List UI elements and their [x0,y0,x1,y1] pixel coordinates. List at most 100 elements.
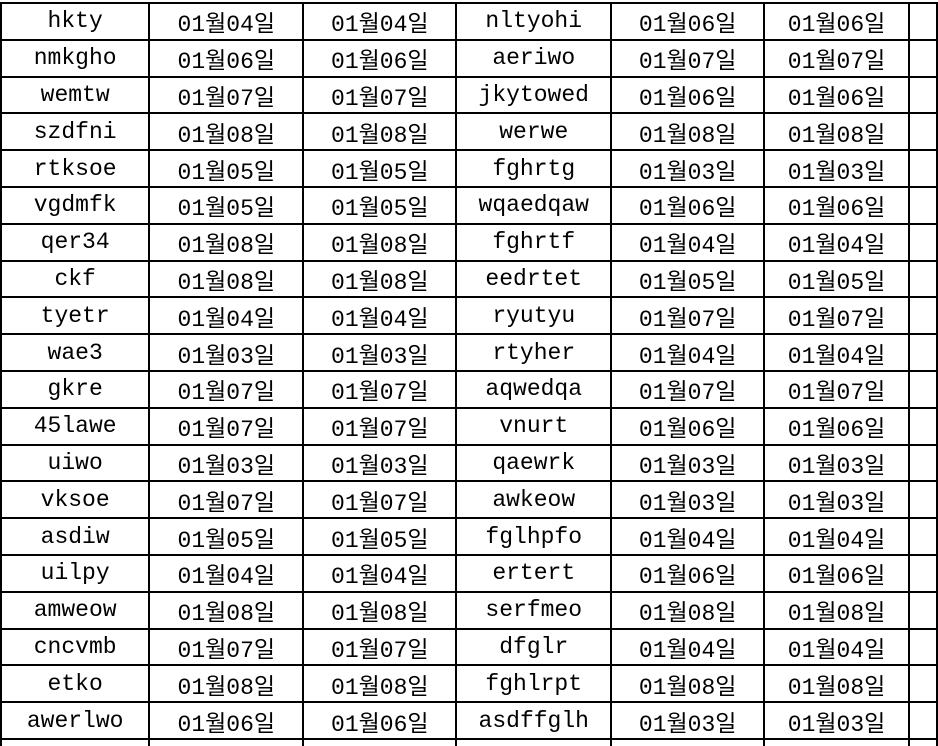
table-cell-date-right-2[interactable]: 01월08일 [763,664,910,704]
table-cell-date-left-2[interactable]: 01월07일 [302,480,458,520]
table-cell-name-left[interactable]: hkty [0,2,151,41]
table-cell-date-left-1[interactable]: 01월08일 [148,222,305,262]
table-cell-name-left[interactable]: asdiw [0,517,151,556]
table-cell-date-left-2[interactable]: 01월05일 [302,149,458,188]
table-cell-name-right[interactable]: nltyohi [455,2,613,41]
table-cell-date-left-1[interactable]: 01월04일 [148,296,305,336]
table-cell-date-left-2[interactable]: 01월07일 [302,369,458,409]
table-cell-name-left[interactable]: wae3 [0,333,151,372]
table-cell-date-right-2[interactable]: 01월03일 [763,149,910,188]
table-cell-date-left-1[interactable]: 01월07일 [148,480,305,520]
table-cell-date-left-1[interactable]: 01월08일 [148,664,305,704]
table-cell-edge-clipped[interactable] [907,259,938,299]
table-cell-date-left-1[interactable]: 01월06일 [148,701,305,740]
table-cell-date-left-1[interactable]: 01월05일 [148,517,305,556]
table-cell-name-left[interactable]: nmkgho [0,38,151,78]
table-cell-edge-clipped[interactable] [907,553,938,593]
table-cell-edge-clipped[interactable] [907,112,938,152]
table-cell-date-right-2[interactable]: 01월06일 [763,185,910,225]
table-cell-name-right[interactable]: wqaedqaw [455,185,613,225]
table-cell-date-left-2[interactable]: 01월06일 [302,701,458,740]
table-cell-name-left[interactable]: gkre [0,369,151,409]
table-cell-name-left[interactable]: tyetr [0,296,151,336]
table-cell-date-right-2[interactable]: 01월04일 [763,517,910,556]
table-cell-date-right-1[interactable]: 01월06일 [610,2,766,41]
table-cell-date-right-1[interactable]: 01월06일 [610,75,766,115]
table-cell-date-right-1[interactable]: 01월03일 [610,701,766,740]
table-cell-edge-clipped[interactable] [907,664,938,704]
table-cell-edge-clipped[interactable] [907,38,938,78]
table-cell-date-left-1[interactable]: 01월07일 [148,627,305,667]
table-cell-name-left[interactable] [0,737,151,746]
table-cell-date-right-1[interactable]: 01월05일 [610,259,766,299]
table-cell-name-right[interactable] [455,737,613,746]
table-cell-name-right[interactable]: awkeow [455,480,613,520]
table-cell-date-left-1[interactable]: 01월08일 [148,590,305,630]
table-cell-date-left-2[interactable]: 01월08일 [302,112,458,152]
table-cell-name-left[interactable]: etko [0,664,151,704]
table-cell-edge-clipped[interactable] [907,701,938,740]
table-cell-date-right-1[interactable]: 01월03일 [610,149,766,188]
table-cell-date-left-2[interactable]: 01월04일 [302,296,458,336]
table-cell-name-left[interactable]: uiwo [0,443,151,483]
table-cell-name-right[interactable]: dfglr [455,627,613,667]
table-cell-edge-clipped[interactable] [907,149,938,188]
table-cell-date-right-1[interactable]: 01월08일 [610,112,766,152]
table-cell-date-right-1[interactable]: 01월03일 [610,480,766,520]
table-cell-date-right-2[interactable]: 01월05일 [763,259,910,299]
table-cell-date-right-2[interactable]: 01월03일 [763,701,910,740]
table-cell-name-right[interactable]: asdffglh [455,701,613,740]
table-cell-date-right-2[interactable]: 01월06일 [763,75,910,115]
table-cell-name-right[interactable]: fghrtf [455,222,613,262]
table-cell-name-left[interactable]: rtksoe [0,149,151,188]
table-cell-name-left[interactable]: vksoe [0,480,151,520]
table-cell-date-right-1[interactable]: 01월06일 [610,185,766,225]
table-cell-date-right-1[interactable]: 01월07일 [610,296,766,336]
table-cell-name-right[interactable]: eedrtet [455,259,613,299]
table-cell-date-right-2[interactable]: 01월06일 [763,2,910,41]
table-cell-date-left-1[interactable]: 01월08일 [148,259,305,299]
table-cell-edge-clipped[interactable] [907,185,938,225]
table-cell-date-right-1[interactable]: 01월08일 [610,664,766,704]
table-cell-date-left-1[interactable]: 01월07일 [148,369,305,409]
table-cell-edge-clipped[interactable] [907,737,938,746]
table-cell-name-right[interactable]: vnurt [455,406,613,446]
table-cell-edge-clipped[interactable] [907,296,938,336]
table-cell-name-left[interactable]: 45lawe [0,406,151,446]
table-cell-date-right-2[interactable]: 01월04일 [763,627,910,667]
table-cell-date-left-2[interactable]: 01월05일 [302,185,458,225]
table-cell-edge-clipped[interactable] [907,627,938,667]
table-cell-date-left-2[interactable]: 01월03일 [302,443,458,483]
table-cell-date-right-2[interactable]: 01월03일 [763,443,910,483]
table-cell-date-left-2[interactable]: 01월04일 [302,2,458,41]
table-cell-date-left-2[interactable]: 01월08일 [302,259,458,299]
table-cell-date-left-1[interactable] [148,737,305,746]
table-cell-date-right-1[interactable]: 01월04일 [610,333,766,372]
table-cell-name-right[interactable]: fghlrpt [455,664,613,704]
table-cell-name-left[interactable]: cncvmb [0,627,151,667]
table-cell-name-right[interactable]: serfmeo [455,590,613,630]
table-cell-name-left[interactable]: szdfni [0,112,151,152]
table-cell-name-left[interactable]: uilpy [0,553,151,593]
table-cell-edge-clipped[interactable] [907,2,938,41]
table-cell-date-left-1[interactable]: 01월04일 [148,553,305,593]
table-cell-date-right-1[interactable]: 01월07일 [610,369,766,409]
table-cell-name-right[interactable]: ryutyu [455,296,613,336]
table-cell-date-right-1[interactable]: 01월04일 [610,222,766,262]
table-cell-date-right-1[interactable]: 01월08일 [610,590,766,630]
table-cell-date-left-2[interactable]: 01월07일 [302,75,458,115]
table-cell-date-left-2[interactable]: 01월08일 [302,222,458,262]
table-cell-name-left[interactable]: amweow [0,590,151,630]
table-cell-date-right-1[interactable]: 01월06일 [610,553,766,593]
table-cell-edge-clipped[interactable] [907,406,938,446]
table-cell-name-right[interactable]: qaewrk [455,443,613,483]
table-cell-date-left-2[interactable]: 01월07일 [302,406,458,446]
table-cell-date-left-2[interactable]: 01월06일 [302,38,458,78]
table-cell-date-left-1[interactable]: 01월03일 [148,333,305,372]
table-cell-date-left-1[interactable]: 01월04일 [148,2,305,41]
table-cell-date-left-2[interactable]: 01월08일 [302,590,458,630]
table-cell-date-left-1[interactable]: 01월08일 [148,112,305,152]
table-cell-name-right[interactable]: rtyher [455,333,613,372]
table-cell-date-left-1[interactable]: 01월05일 [148,185,305,225]
table-cell-date-right-1[interactable]: 01월03일 [610,443,766,483]
